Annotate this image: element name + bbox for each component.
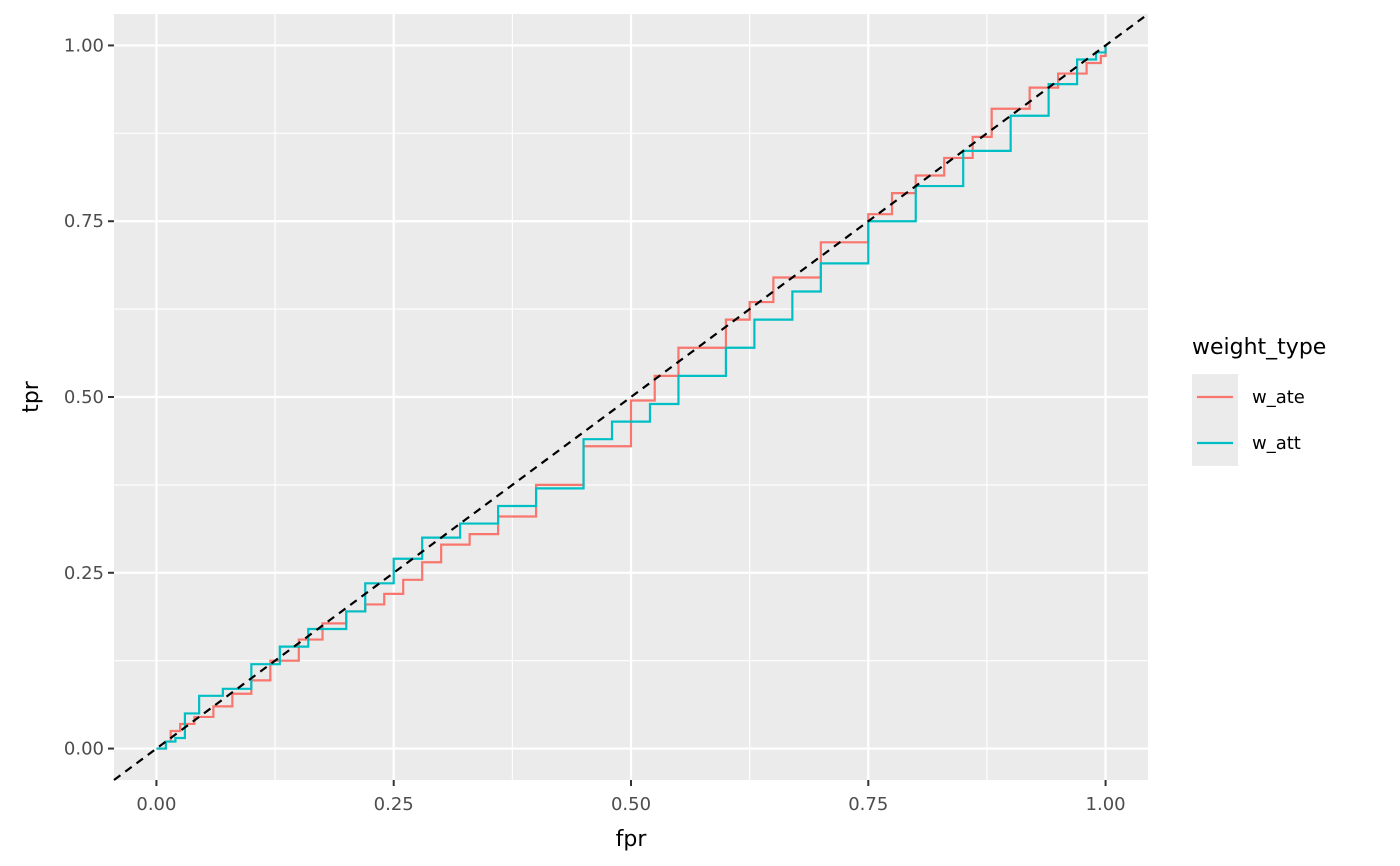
legend-title: weight_type	[1192, 335, 1326, 360]
legend-label: w_att	[1252, 433, 1301, 454]
y-tick-label: 0.75	[64, 211, 104, 232]
x-tick-label: 0.75	[848, 794, 888, 815]
legend-items: w_ate w_att	[1192, 374, 1305, 466]
y-axis: 0.00 0.25 0.50 0.75 1.00	[64, 35, 114, 760]
legend: weight_type w_ate w_att	[1192, 335, 1326, 466]
y-tick-label: 1.00	[64, 35, 104, 56]
x-axis: 0.00 0.25 0.50 0.75 1.00	[136, 780, 1126, 815]
x-tick-label: 1.00	[1086, 794, 1126, 815]
x-tick-label: 0.50	[611, 794, 651, 815]
series-layer	[156, 45, 1107, 750]
x-tick-label: 0.25	[374, 794, 414, 815]
major-grid	[114, 14, 1148, 780]
reference-diagonal	[113, 13, 1149, 781]
y-tick-label: 0.25	[64, 563, 104, 584]
legend-label: w_ate	[1252, 387, 1305, 408]
y-axis-title: tpr	[19, 380, 44, 413]
y-tick-label: 0.50	[64, 387, 104, 408]
reference-layer	[113, 13, 1149, 781]
y-tick-label: 0.00	[64, 739, 104, 760]
series-line-w_att	[156, 45, 1107, 750]
x-axis-title: fpr	[616, 827, 648, 852]
x-tick-label: 0.00	[136, 794, 176, 815]
